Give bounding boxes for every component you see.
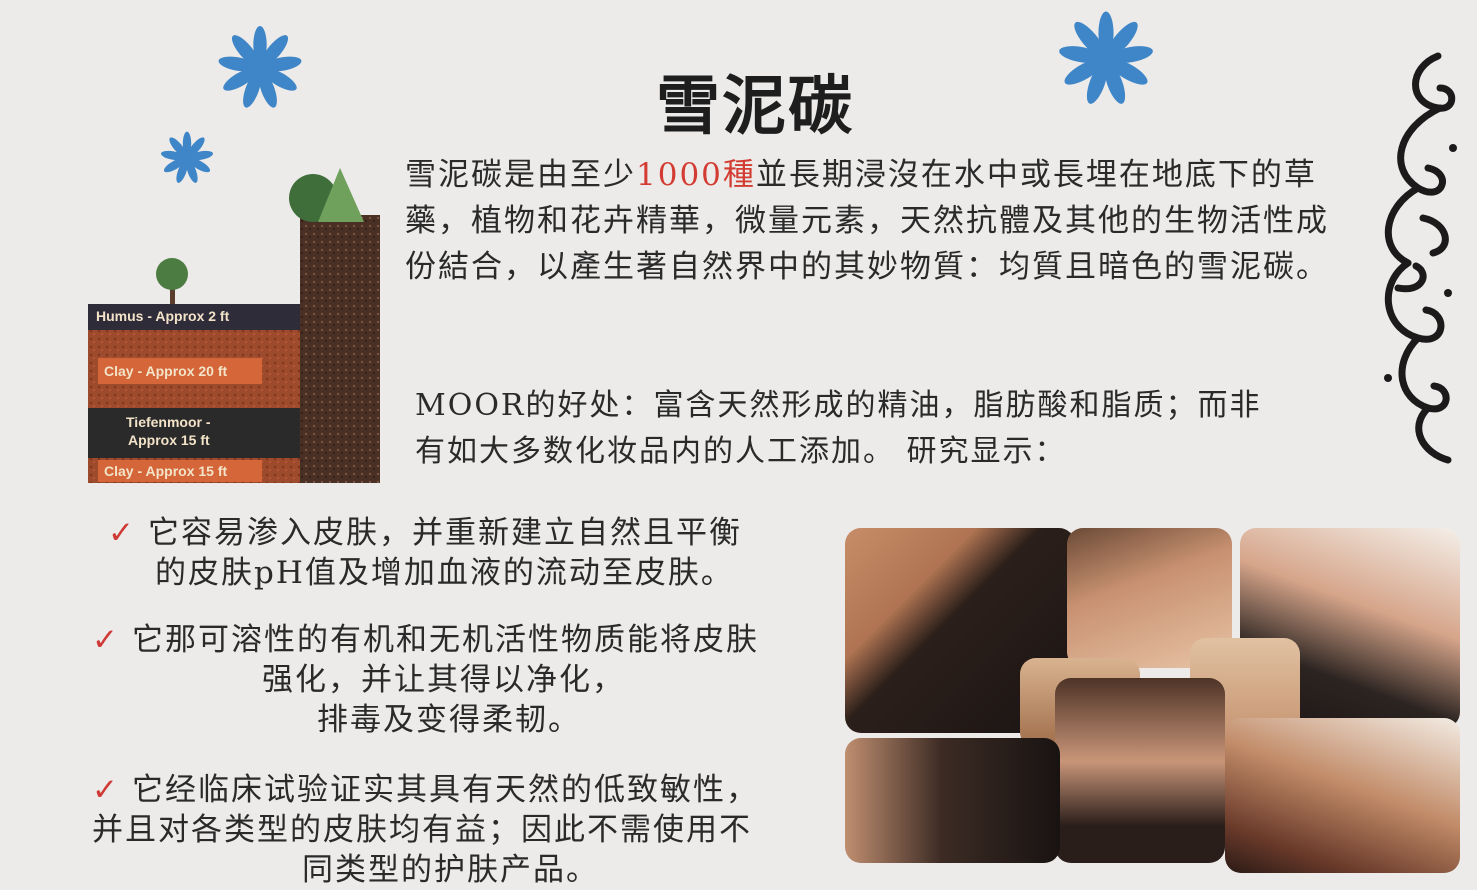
- benefit-item: ✓ 它经临床试验证实其具有天然的低致敏性， 并且对各类型的皮肤均有益；因此不需使用…: [92, 770, 832, 890]
- photo-man-drinking: [1225, 718, 1460, 873]
- benefit-line: 它那可溶性的有机和无机活性物质能将皮肤: [131, 622, 759, 658]
- benefit-line: 强化，并让其得以净化，: [262, 662, 625, 698]
- checkmark-icon: ✓: [92, 622, 120, 658]
- photo-collage: [845, 528, 1460, 873]
- flower-icon: [218, 25, 302, 108]
- benefit-line: 的皮肤pH值及增加血液的流动至皮肤。: [155, 555, 734, 591]
- soil-layer-diagram: Humus - Approx 2 ft Clay - Approx 20 ft …: [88, 160, 383, 485]
- moor-line-1: MOOR的好处：富含天然形成的精油，脂肪酸和脂质；而非: [415, 388, 1262, 423]
- page-title: 雪泥碳: [656, 70, 854, 144]
- flower-icon: [160, 131, 214, 183]
- intro-paragraph: 雪泥碳是由至少1000種並長期浸沒在水中或長埋在地底下的草藥，植物和花卉精華，微…: [405, 152, 1350, 290]
- photo-woman-lying: [845, 738, 1060, 863]
- checkmark-icon: ✓: [92, 772, 120, 808]
- intro-text-start: 雪泥碳是由至少: [405, 157, 636, 193]
- benefit-line: 并且对各类型的皮肤均有益；因此不需使用不: [92, 812, 752, 848]
- layer-label-tiefenmoor: Tiefenmoor -: [126, 414, 211, 430]
- moor-line-2: 有如大多数化妆品内的人工添加。 研究显示：: [415, 434, 1067, 469]
- layer-label-clay-bottom: Clay - Approx 15 ft: [104, 463, 228, 479]
- moor-paragraph: MOOR的好处：富含天然形成的精油，脂肪酸和脂质；而非 有如大多数化妆品内的人工…: [415, 383, 1330, 475]
- ornament-swirl-icon: [1384, 52, 1457, 464]
- benefit-line: 它经临床试验证实其具有天然的低致敏性，: [131, 772, 759, 808]
- photo-woman-bath: [1055, 678, 1225, 863]
- layer-label-clay: Clay - Approx 20 ft: [104, 363, 228, 379]
- layer-label-tiefenmoor-depth: Approx 15 ft: [128, 432, 210, 448]
- checkmark-icon: ✓: [108, 515, 136, 551]
- benefit-item: ✓ 它容易渗入皮肤，并重新建立自然且平衡 的皮肤pH值及增加血液的流动至皮肤。: [108, 513, 808, 593]
- benefit-item: ✓ 它那可溶性的有机和无机活性物质能将皮肤 强化，并让其得以净化， 排毒及变得柔韧…: [92, 620, 832, 740]
- soil-illustration: [88, 168, 380, 483]
- flower-icon: [1059, 11, 1153, 104]
- benefit-line: 同类型的护肤产品。: [302, 852, 599, 888]
- benefit-line: 排毒及变得柔韧。: [317, 702, 581, 738]
- benefit-line: 它容易渗入皮肤，并重新建立自然且平衡: [147, 515, 742, 551]
- layer-label-humus: Humus - Approx 2 ft: [96, 308, 230, 324]
- intro-text-rest: 並長期浸沒在水中或長埋在地底下的草藥，植物和花卉精華，微量元素，天然抗體及其他的…: [405, 157, 1329, 285]
- intro-highlight: 1000種: [636, 157, 756, 193]
